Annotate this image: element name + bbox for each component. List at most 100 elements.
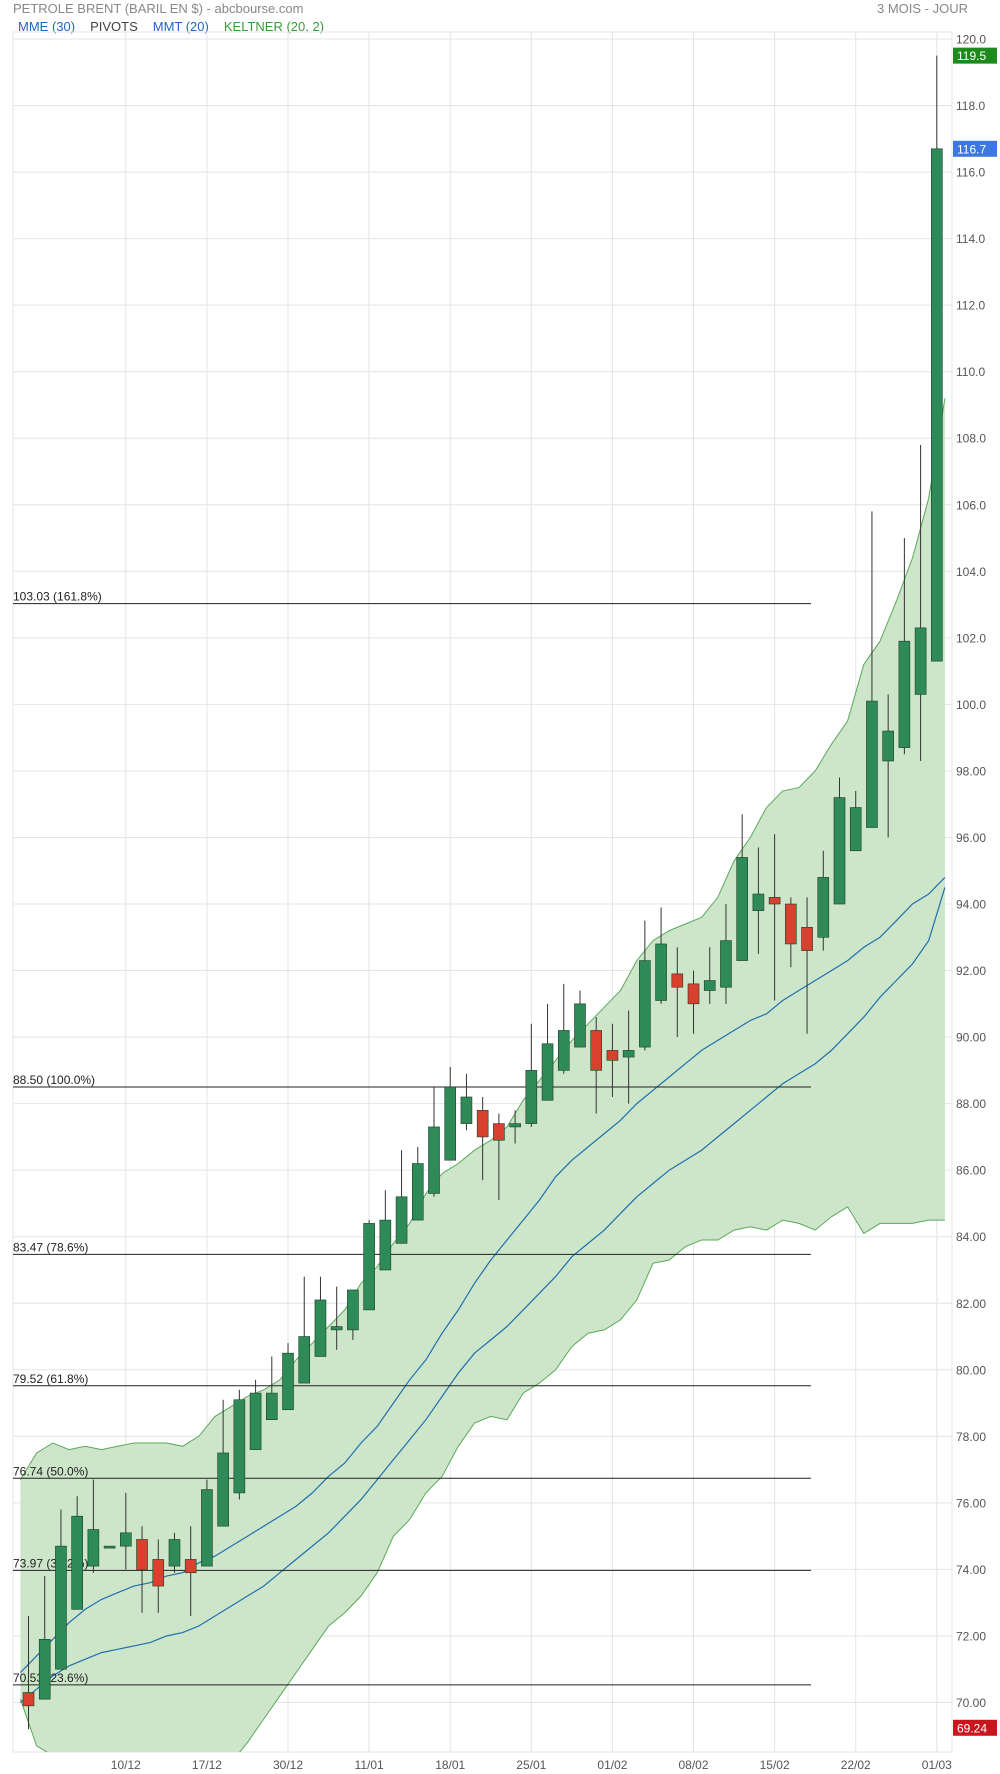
legend-mme[interactable]: MME (30) bbox=[18, 19, 76, 34]
legend-pivots[interactable]: PIVOTS bbox=[90, 19, 138, 34]
price-tag-label: 69.24 bbox=[957, 1721, 987, 1735]
candle-down bbox=[606, 1050, 619, 1061]
fib-label: 103.03 (161.8%) bbox=[13, 590, 102, 604]
candle-down bbox=[152, 1559, 165, 1587]
candle-up bbox=[71, 1515, 83, 1610]
candle-up bbox=[833, 797, 846, 905]
candle-up bbox=[720, 940, 732, 988]
x-tick-label: 30/12 bbox=[273, 1758, 303, 1772]
y-tick-label: 98.00 bbox=[956, 764, 986, 778]
fib-label: 88.50 (100.0%) bbox=[13, 1073, 95, 1087]
y-tick-label: 84.00 bbox=[956, 1230, 986, 1244]
candle-down bbox=[768, 897, 781, 905]
candle-up bbox=[38, 1638, 51, 1700]
x-tick-label: 11/01 bbox=[355, 1758, 384, 1772]
y-tick-label: 90.00 bbox=[956, 1031, 986, 1045]
candle-down bbox=[801, 927, 813, 951]
legend-keltner[interactable]: KELTNER (20, 2) bbox=[223, 19, 325, 34]
price-tag-label: 119.5 bbox=[957, 49, 986, 63]
y-tick-label: 102.0 bbox=[956, 631, 986, 645]
candle-up bbox=[379, 1219, 392, 1271]
y-tick-label: 86.00 bbox=[956, 1164, 986, 1178]
x-tick-label: 25/01 bbox=[516, 1758, 546, 1772]
candle-up bbox=[736, 857, 748, 961]
candle-down bbox=[493, 1123, 505, 1141]
candle-up bbox=[817, 877, 830, 938]
candle-up bbox=[444, 1086, 457, 1161]
candle-up bbox=[428, 1126, 440, 1194]
candle-up bbox=[525, 1070, 538, 1124]
fib-label: 79.52 (61.8%) bbox=[13, 1372, 88, 1386]
x-tick-label: 10/12 bbox=[111, 1758, 141, 1772]
x-axis: 10/12 17/12 30/12 11/01 18/01 25/01 01/02 08/02… bbox=[111, 1758, 952, 1772]
candle-down bbox=[687, 983, 700, 1005]
candle-up bbox=[217, 1452, 229, 1527]
y-tick-label: 80.00 bbox=[956, 1363, 986, 1377]
y-tick-label: 104.0 bbox=[956, 565, 986, 579]
x-tick-label: 08/02 bbox=[679, 1758, 709, 1772]
keltner-lower-line bbox=[19, 1206, 945, 1752]
candle-up bbox=[282, 1352, 294, 1411]
candle-up bbox=[347, 1289, 359, 1331]
candle-up bbox=[120, 1532, 132, 1547]
candle-up bbox=[849, 807, 862, 852]
candle-down bbox=[671, 973, 684, 988]
y-tick-label: 72.00 bbox=[956, 1629, 986, 1643]
y-tick-label: 82.00 bbox=[956, 1297, 986, 1311]
y-tick-label: 112.0 bbox=[956, 299, 985, 313]
price-tag-bg bbox=[953, 140, 997, 157]
y-tick-label: 70.00 bbox=[956, 1696, 986, 1710]
candle-up bbox=[557, 1030, 570, 1071]
y-tick-label: 96.00 bbox=[956, 831, 986, 845]
y-tick-label: 76.00 bbox=[956, 1496, 986, 1510]
candle-up bbox=[249, 1392, 262, 1450]
candle-down bbox=[590, 1030, 603, 1071]
legend-mmt[interactable]: MMT (20) bbox=[152, 19, 209, 34]
price-tag-bg bbox=[953, 1719, 997, 1736]
candle-up bbox=[622, 1050, 635, 1058]
price-tag-bg bbox=[953, 47, 997, 64]
candle-up bbox=[265, 1392, 278, 1421]
y-tick-label: 94.00 bbox=[956, 898, 986, 912]
x-tick-label: 17/12 bbox=[192, 1758, 222, 1772]
y-tick-label: 108.0 bbox=[956, 432, 986, 446]
candle-up bbox=[87, 1529, 100, 1567]
candle-up bbox=[752, 893, 765, 911]
candle-up bbox=[460, 1096, 473, 1124]
y-tick-label: 74.00 bbox=[956, 1563, 986, 1577]
candles bbox=[22, 55, 943, 1730]
y-tick-label: 118.0 bbox=[956, 99, 985, 113]
chart-title: PETROLE BRENT (BARIL EN $) - abcbourse.c… bbox=[13, 1, 304, 16]
candle-down bbox=[184, 1559, 197, 1574]
fibonacci-levels: 103.03 (161.8%) 88.50 (100.0%) 83.47 (78.6… bbox=[13, 590, 811, 1686]
price-tag-label: 116.7 bbox=[957, 142, 986, 156]
candle-up bbox=[914, 627, 927, 695]
candle-down bbox=[785, 903, 797, 945]
candle-down bbox=[22, 1692, 35, 1707]
candle-down bbox=[136, 1539, 148, 1570]
candle-up bbox=[655, 943, 667, 1001]
y-tick-label: 110.0 bbox=[956, 365, 985, 379]
candle-up bbox=[882, 730, 894, 762]
candle-up bbox=[931, 148, 943, 662]
x-tick-label: 22/02 bbox=[841, 1758, 871, 1772]
fib-label: 70.53 (23.6%) bbox=[13, 1671, 88, 1685]
candle-up bbox=[898, 640, 911, 748]
y-tick-label: 116.0 bbox=[956, 166, 985, 180]
fib-label: 76.74 (50.0%) bbox=[13, 1464, 88, 1478]
candle-up bbox=[168, 1539, 181, 1567]
y-tick-label: 100.0 bbox=[956, 698, 986, 712]
candle-up bbox=[330, 1326, 343, 1331]
mme-30-line bbox=[19, 876, 946, 1674]
y-tick-label: 114.0 bbox=[956, 232, 985, 246]
y-tick-label: 106.0 bbox=[956, 498, 986, 512]
candle-up bbox=[541, 1043, 554, 1101]
y-tick-label: 92.00 bbox=[956, 964, 986, 978]
x-tick-label: 01/03 bbox=[922, 1758, 952, 1772]
x-tick-label: 15/02 bbox=[760, 1758, 790, 1772]
x-tick-label: 01/02 bbox=[597, 1758, 627, 1772]
x-tick-label: 18/01 bbox=[435, 1758, 465, 1772]
candle-up bbox=[411, 1163, 424, 1221]
candle-up bbox=[395, 1196, 408, 1244]
